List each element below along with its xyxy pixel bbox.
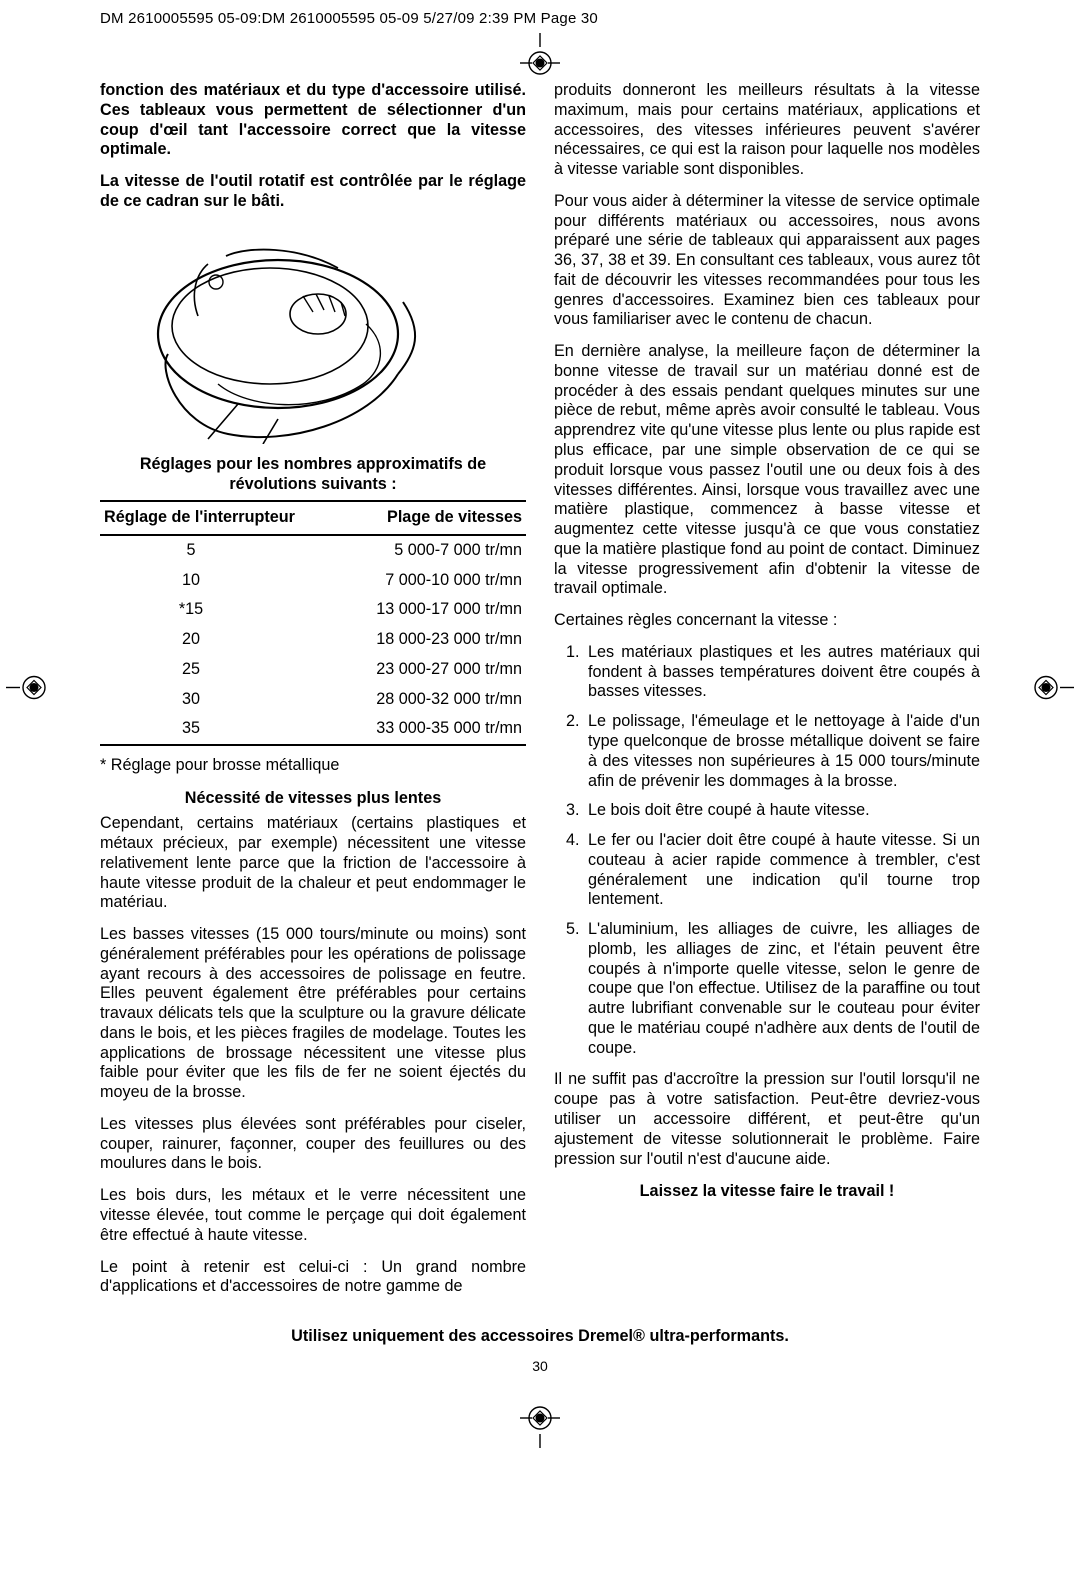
body-paragraph: Cependant, certains matériaux (certains … xyxy=(100,814,526,913)
table-footnote: * Réglage pour brosse métallique xyxy=(100,756,526,776)
dial-control-paragraph: La vitesse de l'outil rotatif est contrô… xyxy=(100,172,526,212)
switch-cell: 10 xyxy=(100,566,330,596)
range-cell: 5 000-7 000 tr/mn xyxy=(330,535,526,566)
table-title-line1: Réglages pour les nombres approximatifs … xyxy=(140,455,486,473)
rules-intro: Certaines règles concernant la vitesse : xyxy=(554,611,980,631)
speed-table-title: Réglages pour les nombres approximatifs … xyxy=(100,454,526,495)
body-paragraph: produits donneront les meilleurs résulta… xyxy=(554,81,980,180)
list-item: Le fer ou l'acier doit être coupé à haut… xyxy=(584,831,980,910)
table-row: 107 000-10 000 tr/mn xyxy=(100,566,526,596)
registration-mark-icon xyxy=(510,1404,570,1453)
range-cell: 33 000-35 000 tr/mn xyxy=(330,714,526,745)
switch-cell: 35 xyxy=(100,714,330,745)
switch-cell: 5 xyxy=(100,535,330,566)
body-paragraph: Les bois durs, les métaux et le verre né… xyxy=(100,1186,526,1245)
table-row: *1513 000-17 000 tr/mn xyxy=(100,595,526,625)
speed-table-container: Réglage de l'interrupteur Plage de vites… xyxy=(100,500,526,746)
body-paragraph: Les basses vitesses (15 000 tours/minute… xyxy=(100,925,526,1103)
table-row: 3028 000-32 000 tr/mn xyxy=(100,685,526,715)
list-item: Les matériaux plastiques et les autres m… xyxy=(584,643,980,702)
right-column: produits donneront les meilleurs résulta… xyxy=(554,81,980,1309)
range-cell: 7 000-10 000 tr/mn xyxy=(330,566,526,596)
column-header-range: Plage de vitesses xyxy=(330,501,526,535)
range-cell: 13 000-17 000 tr/mn xyxy=(330,595,526,625)
switch-cell: 20 xyxy=(100,625,330,655)
left-column: fonction des matériaux et du type d'acce… xyxy=(100,81,526,1309)
column-header-switch: Réglage de l'interrupteur xyxy=(100,501,330,535)
body-paragraph: Le point à retenir est celui-ci : Un gra… xyxy=(100,1258,526,1298)
table-row: 2018 000-23 000 tr/mn xyxy=(100,625,526,655)
body-paragraph: Pour vous aider à déterminer la vitesse … xyxy=(554,192,980,330)
range-cell: 23 000-27 000 tr/mn xyxy=(330,655,526,685)
top-registration-mark xyxy=(100,33,980,81)
switch-cell: *15 xyxy=(100,595,330,625)
table-row: 3533 000-35 000 tr/mn xyxy=(100,714,526,745)
content-columns: fonction des matériaux et du type d'acce… xyxy=(100,81,980,1309)
switch-cell: 30 xyxy=(100,685,330,715)
body-paragraph: Il ne suffit pas d'accroître la pression… xyxy=(554,1070,980,1169)
range-cell: 18 000-23 000 tr/mn xyxy=(330,625,526,655)
manual-page: DM 2610005595 05-09:DM 2610005595 05-09 … xyxy=(0,0,1080,1504)
list-item: Le bois doit être coupé à haute vitesse. xyxy=(584,801,980,821)
speed-settings-table: Réglage de l'interrupteur Plage de vites… xyxy=(100,500,526,746)
bottom-registration-mark xyxy=(100,1404,980,1464)
table-row: 55 000-7 000 tr/mn xyxy=(100,535,526,566)
switch-cell: 25 xyxy=(100,655,330,685)
table-row: 2523 000-27 000 tr/mn xyxy=(100,655,526,685)
list-item: L'aluminium, les alliages de cuivre, les… xyxy=(584,920,980,1058)
body-paragraph: Les vitesses plus élevées sont préférabl… xyxy=(100,1115,526,1174)
intro-paragraph: fonction des matériaux et du type d'acce… xyxy=(100,81,526,160)
speed-rules-list: Les matériaux plastiques et les autres m… xyxy=(554,643,980,1059)
table-title-line2: révolutions suivants : xyxy=(229,475,396,493)
list-item: Le polissage, l'émeulage et le nettoyage… xyxy=(584,712,980,791)
slow-speed-heading: Nécessité de vitesses plus lentes xyxy=(100,788,526,808)
footer-accessory-note: Utilisez uniquement des accessoires Drem… xyxy=(100,1327,980,1346)
registration-mark-icon xyxy=(510,33,570,82)
closing-callout: Laissez la vitesse faire le travail ! xyxy=(554,1181,980,1201)
body-paragraph: En dernière analyse, la meilleure façon … xyxy=(554,342,980,599)
print-job-header: DM 2610005595 05-09:DM 2610005595 05-09 … xyxy=(100,0,980,33)
tool-illustration xyxy=(100,224,526,444)
page-number: 30 xyxy=(100,1358,980,1374)
range-cell: 28 000-32 000 tr/mn xyxy=(330,685,526,715)
